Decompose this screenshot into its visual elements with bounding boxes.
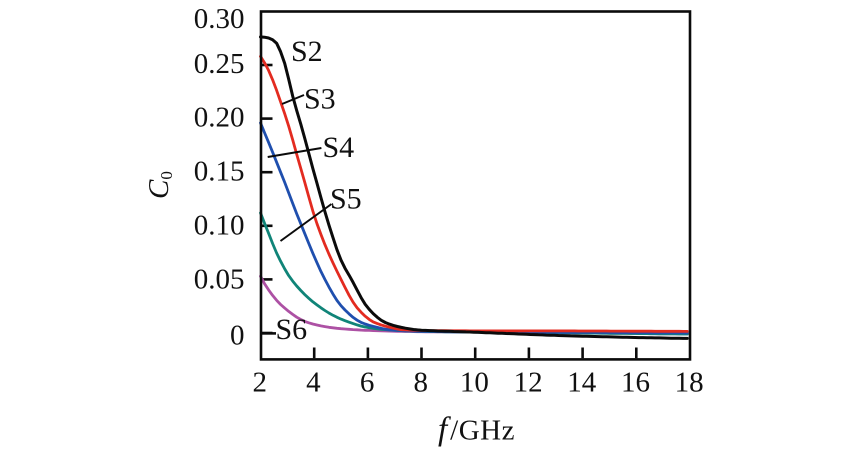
svg-text:0.15: 0.15 xyxy=(194,156,245,188)
svg-text:S3: S3 xyxy=(304,83,336,116)
svg-text:0.30: 0.30 xyxy=(194,3,245,35)
svg-text:4: 4 xyxy=(306,367,321,399)
svg-text:16: 16 xyxy=(621,367,650,399)
svg-text:0.25: 0.25 xyxy=(194,48,245,80)
svg-text:18: 18 xyxy=(675,367,704,399)
svg-text:S5: S5 xyxy=(330,183,362,216)
svg-text:S2: S2 xyxy=(291,35,323,68)
svg-text:12: 12 xyxy=(514,367,543,399)
svg-text:f/GHz: f/GHz xyxy=(438,412,515,448)
svg-text:0.10: 0.10 xyxy=(194,210,245,242)
svg-text:0.05: 0.05 xyxy=(194,263,245,295)
svg-text:0: 0 xyxy=(230,320,245,352)
svg-text:10: 10 xyxy=(460,367,489,399)
svg-text:C0: C0 xyxy=(143,171,176,199)
svg-text:14: 14 xyxy=(567,367,597,399)
svg-text:6: 6 xyxy=(360,367,375,399)
svg-text:2: 2 xyxy=(252,367,267,399)
svg-text:8: 8 xyxy=(413,367,428,399)
svg-text:S4: S4 xyxy=(323,131,355,164)
svg-text:0.20: 0.20 xyxy=(194,102,245,134)
svg-text:S6: S6 xyxy=(276,313,308,346)
